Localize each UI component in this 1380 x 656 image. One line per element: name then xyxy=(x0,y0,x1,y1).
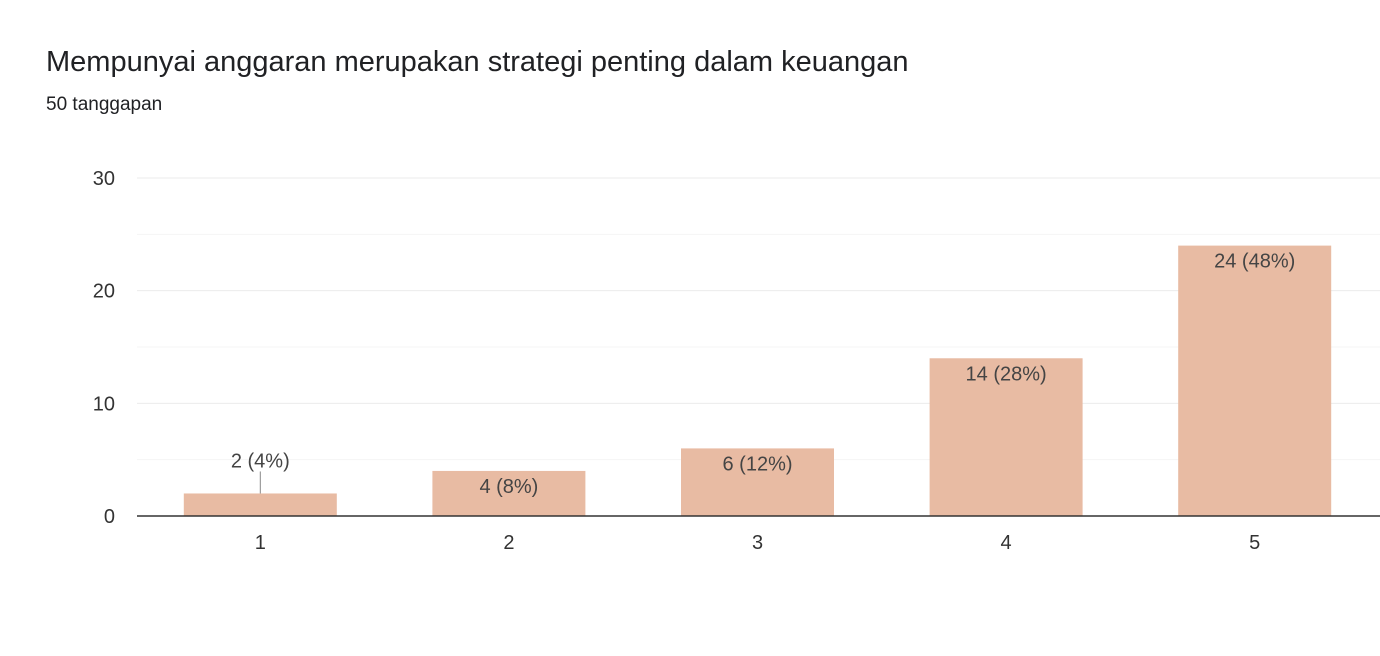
bar-2 xyxy=(432,470,586,516)
x-tick-label: 3 xyxy=(752,532,763,554)
y-tick-label: 30 xyxy=(93,168,115,190)
bar-1 xyxy=(183,493,337,516)
y-tick-label: 10 xyxy=(93,393,115,415)
x-tick-label: 1 xyxy=(255,532,266,554)
bars xyxy=(183,245,1332,516)
data-label: 24 (48%) xyxy=(1214,251,1295,273)
bar-3 xyxy=(681,448,834,516)
chart-title: Mempunyai anggaran merupakan strategi pe… xyxy=(46,46,909,78)
data-label: 6 (12%) xyxy=(722,453,792,475)
bar-4 xyxy=(929,358,1083,516)
x-tick-label: 2 xyxy=(503,532,514,554)
bar-5 xyxy=(1178,245,1332,516)
response-count: 50 tanggapan xyxy=(46,94,163,115)
y-tick-label: 20 xyxy=(93,281,115,303)
data-label: 14 (28%) xyxy=(966,363,1047,385)
x-tick-label: 5 xyxy=(1249,532,1260,554)
y-tick-label: 0 xyxy=(104,506,115,528)
labels: 0 10 20 30 1 2 (4%) 2 4 (8%) 3 6 (12%) 4 14 (28%) 5 2… xyxy=(93,168,1296,554)
data-label: 4 (8%) xyxy=(479,476,538,498)
x-tick-label: 4 xyxy=(1001,532,1012,554)
data-label: 2 (4%) xyxy=(231,450,290,472)
